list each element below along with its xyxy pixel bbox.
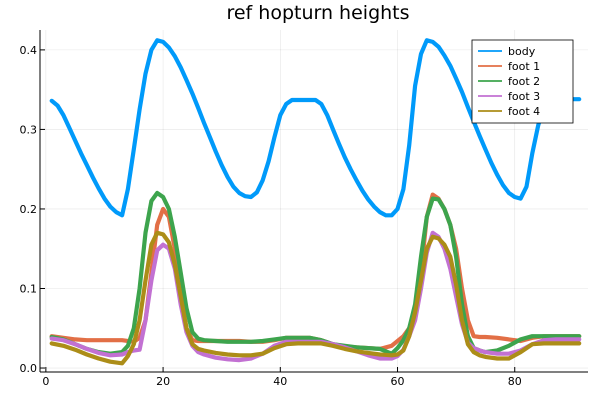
series-line-body	[49, 38, 582, 218]
y-tick-label-4: 0.4	[20, 44, 38, 57]
series-line-foot-4	[49, 230, 582, 366]
legend: body foot 1 foot 2 foot 3 foot 4	[471, 39, 574, 124]
chart-title: ref hopturn heights	[226, 2, 409, 24]
x-tick-label-4: 80	[508, 375, 522, 388]
axes	[39, 30, 588, 373]
ticks: 0 20 40 60 80 0.0 0.1 0.2 0.3 0.4	[20, 44, 522, 388]
legend-label-foot-4: foot 4	[508, 105, 540, 118]
y-tick-label-0: 0.0	[20, 362, 38, 375]
series-line-foot-1	[49, 192, 582, 351]
x-tick-label-1: 20	[156, 375, 170, 388]
legend-label-foot-1: foot 1	[508, 60, 540, 73]
y-tick-label-3: 0.3	[20, 123, 38, 136]
x-tick-label-2: 40	[273, 375, 287, 388]
legend-label-body: body	[508, 45, 536, 58]
y-tick-label-2: 0.2	[20, 203, 38, 216]
series-group	[49, 38, 582, 366]
legend-label-foot-3: foot 3	[508, 90, 540, 103]
x-tick-label-3: 60	[391, 375, 405, 388]
series-line-foot-2	[49, 190, 582, 356]
x-tick-label-0: 0	[42, 375, 49, 388]
y-tick-label-1: 0.1	[20, 282, 38, 295]
legend-label-foot-2: foot 2	[508, 75, 540, 88]
